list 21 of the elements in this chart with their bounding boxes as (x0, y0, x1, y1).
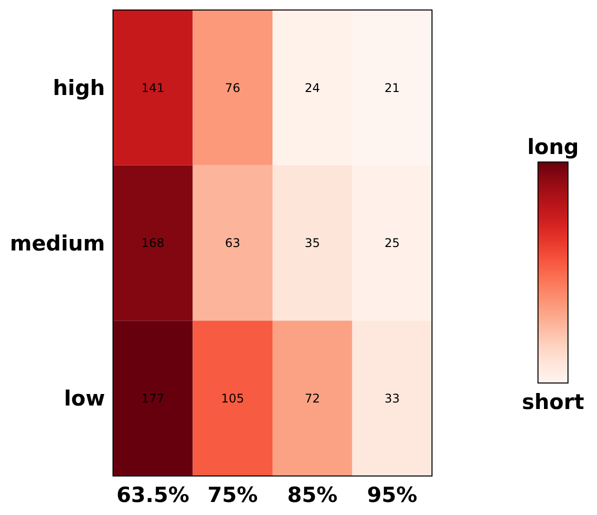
data-label: 25 (384, 236, 400, 250)
data-label: 177 (141, 392, 164, 406)
data-label: 141 (141, 80, 164, 95)
data-label: 21 (384, 80, 400, 95)
data-label: 35 (304, 236, 320, 250)
y-tick-label: low (64, 386, 105, 411)
data-label: 72 (304, 392, 320, 406)
data-label: 63 (224, 236, 240, 250)
x-tick-label: 63.5% (116, 483, 190, 507)
data-label: 24 (304, 80, 320, 95)
y-tick-label: high (52, 76, 105, 100)
data-label: 168 (141, 236, 164, 250)
text: short (522, 390, 584, 414)
x-tick-label: 75% (207, 483, 258, 507)
data-label: 105 (221, 392, 244, 406)
data-label: 33 (384, 392, 400, 406)
x-tick-label: 95% (366, 483, 418, 507)
text: long (527, 135, 579, 159)
y-tick-label: medium (10, 231, 105, 256)
x-tick-label: 85% (287, 483, 338, 507)
data-label: 76 (224, 80, 240, 95)
